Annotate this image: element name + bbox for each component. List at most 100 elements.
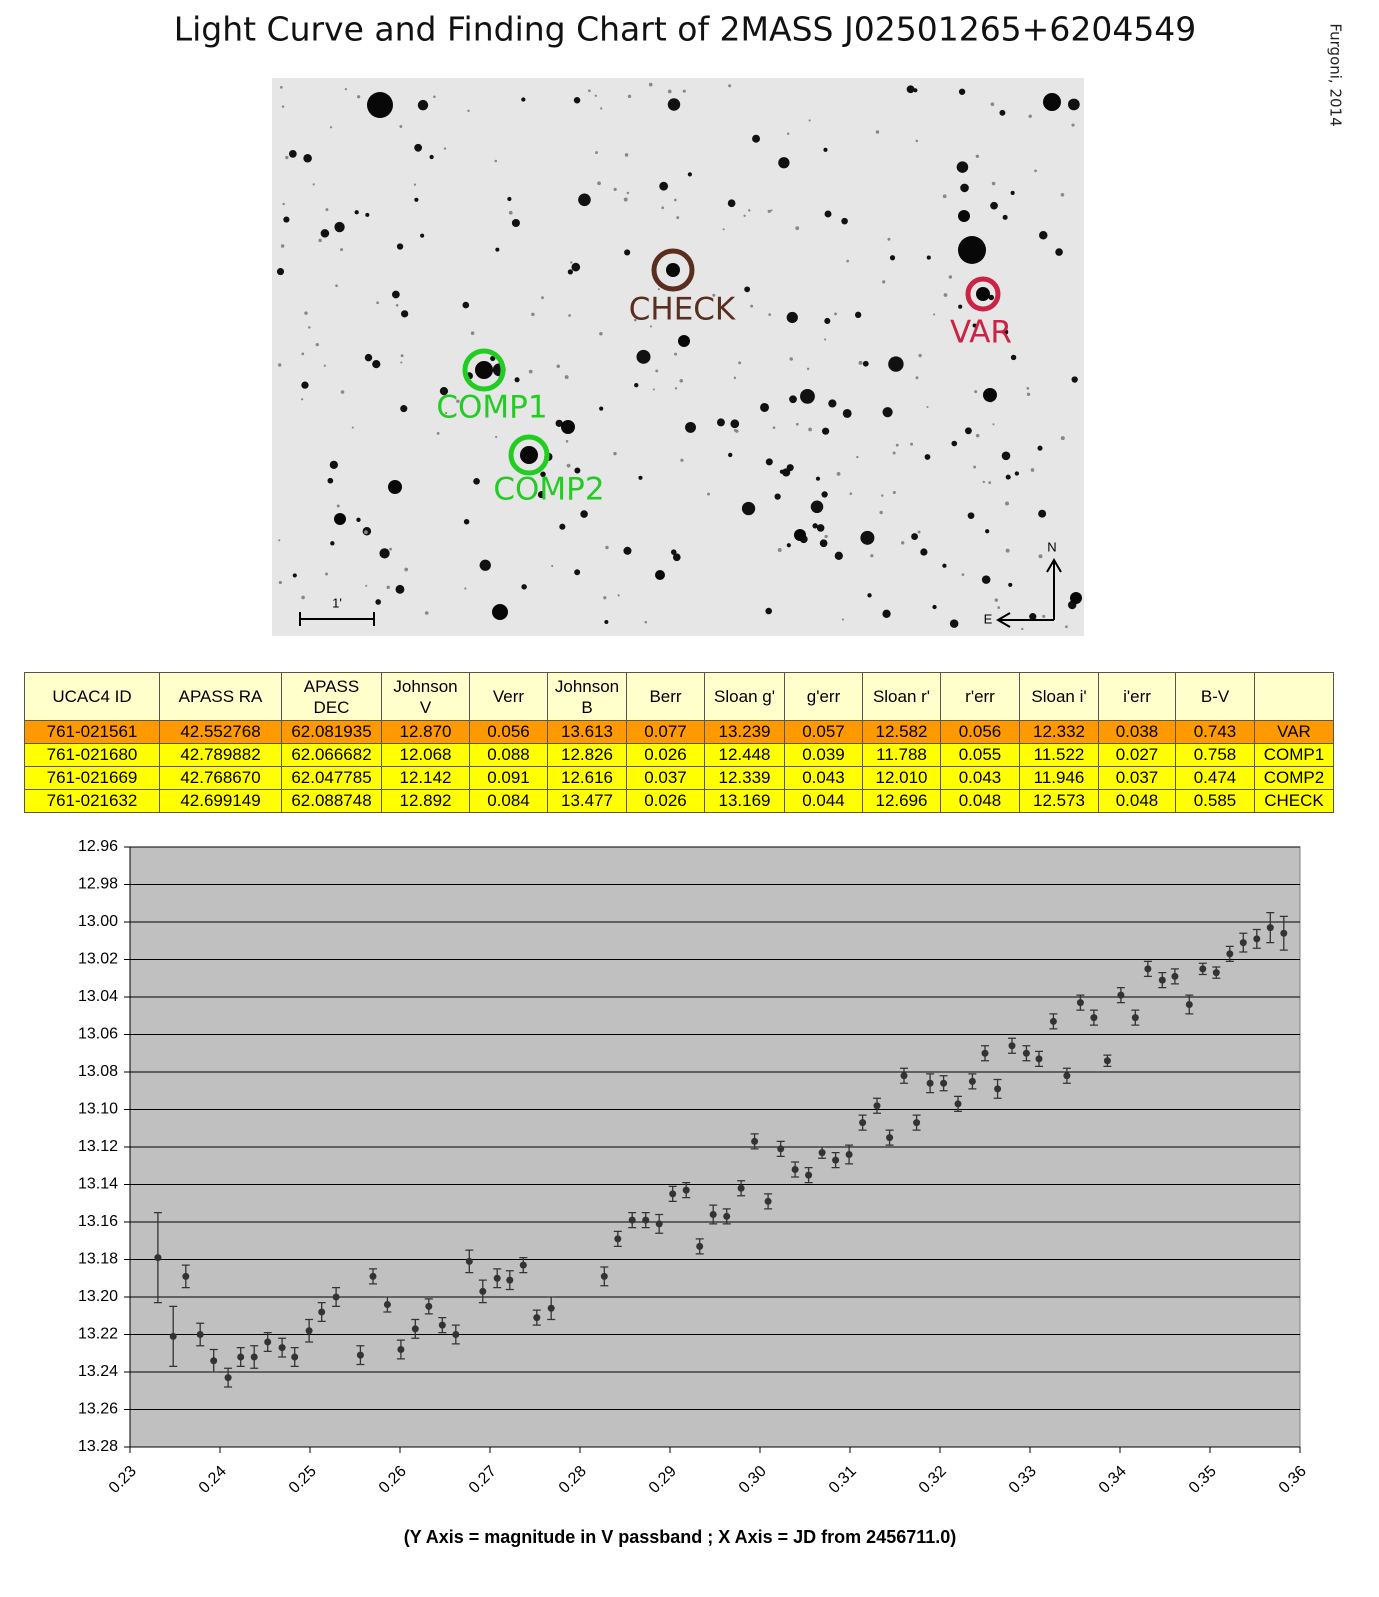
star bbox=[806, 367, 810, 371]
header-cell: Johnson V bbox=[381, 672, 470, 721]
star bbox=[789, 357, 793, 361]
x-tick-label: 0.36 bbox=[1276, 1463, 1310, 1497]
star bbox=[779, 469, 784, 474]
star bbox=[433, 95, 436, 99]
star bbox=[354, 210, 359, 215]
data-point bbox=[751, 1137, 759, 1145]
y-tick-label: 13.08 bbox=[78, 1063, 118, 1080]
star bbox=[794, 529, 806, 541]
star bbox=[372, 360, 381, 369]
star bbox=[728, 452, 733, 458]
star bbox=[521, 584, 527, 590]
star bbox=[750, 304, 754, 308]
table-cell: 761-021680 bbox=[24, 743, 160, 767]
star bbox=[808, 427, 812, 432]
star bbox=[1002, 329, 1009, 335]
y-tick-label: 13.12 bbox=[78, 1138, 118, 1155]
data-point bbox=[397, 1346, 405, 1353]
star bbox=[958, 304, 963, 309]
star bbox=[712, 293, 716, 297]
table-cell: 11.946 bbox=[1019, 766, 1099, 790]
data-point bbox=[805, 1171, 813, 1179]
data-point bbox=[1076, 999, 1084, 1007]
table-row: 761-021669 42.768670 62.047785 12.142 0.091 1… bbox=[24, 766, 1334, 790]
star bbox=[278, 539, 281, 542]
star bbox=[1005, 548, 1010, 553]
star bbox=[395, 584, 405, 594]
star bbox=[1070, 592, 1082, 604]
data-point bbox=[356, 1351, 364, 1359]
data-point bbox=[600, 1272, 608, 1280]
star bbox=[400, 405, 408, 413]
star bbox=[1039, 231, 1048, 240]
table-cell: 761-021669 bbox=[24, 766, 160, 790]
star bbox=[492, 604, 508, 620]
star bbox=[520, 446, 538, 464]
star bbox=[556, 364, 560, 368]
data-point bbox=[873, 1102, 881, 1110]
star bbox=[951, 440, 958, 447]
star bbox=[816, 524, 825, 532]
header-cell: Sloan g' bbox=[704, 672, 785, 721]
finding-chart: CHECK VAR COMP1 COMP2 1' N E bbox=[272, 78, 1084, 636]
star bbox=[597, 181, 601, 186]
star bbox=[634, 382, 639, 388]
star bbox=[875, 130, 880, 134]
header-text: Berr bbox=[649, 687, 682, 706]
data-point bbox=[533, 1314, 541, 1322]
star bbox=[344, 88, 348, 91]
table-cell: 12.068 bbox=[381, 743, 470, 767]
target-label: COMP2 bbox=[493, 472, 604, 508]
star bbox=[975, 154, 980, 159]
data-point bbox=[764, 1197, 772, 1205]
header-cell: g'err bbox=[784, 672, 863, 721]
star bbox=[571, 262, 581, 272]
star bbox=[958, 236, 986, 264]
star bbox=[841, 618, 845, 621]
data-point bbox=[1035, 1055, 1043, 1063]
table-cell: 0.044 bbox=[784, 789, 863, 813]
data-point bbox=[614, 1235, 622, 1243]
table-cell: 42.699149 bbox=[159, 789, 282, 813]
star bbox=[573, 96, 581, 104]
table-cell: 12.339 bbox=[704, 766, 785, 790]
star bbox=[808, 119, 811, 122]
star bbox=[568, 314, 571, 317]
star bbox=[828, 399, 837, 408]
table-cell: 12.826 bbox=[547, 743, 627, 767]
header-cell: APASS RA bbox=[159, 672, 282, 721]
star bbox=[1034, 169, 1037, 173]
star bbox=[634, 318, 637, 322]
star bbox=[490, 355, 496, 362]
x-tick-label: 0.23 bbox=[106, 1463, 140, 1497]
y-tick-label: 13.26 bbox=[78, 1401, 118, 1418]
compass bbox=[996, 558, 1062, 628]
star bbox=[340, 390, 345, 394]
star bbox=[707, 492, 711, 496]
data-point bbox=[332, 1293, 340, 1301]
star bbox=[624, 249, 631, 256]
table-cell: 0.077 bbox=[626, 720, 705, 744]
star bbox=[862, 360, 869, 367]
header-text: APASS RA bbox=[178, 687, 263, 706]
data-point bbox=[886, 1134, 894, 1142]
table-cell: 0.057 bbox=[784, 720, 863, 744]
target-label: COMP1 bbox=[436, 390, 547, 426]
table-cell: 0.026 bbox=[626, 789, 705, 813]
x-tick-label: 0.35 bbox=[1186, 1463, 1220, 1497]
star bbox=[623, 546, 632, 555]
star bbox=[943, 293, 948, 297]
table-cell: 0.091 bbox=[469, 766, 548, 790]
data-point bbox=[696, 1242, 704, 1250]
star bbox=[967, 512, 975, 520]
star bbox=[824, 338, 827, 341]
star bbox=[578, 193, 591, 207]
target-ring bbox=[508, 434, 550, 476]
star bbox=[1038, 509, 1047, 518]
data-point bbox=[264, 1338, 272, 1346]
data-point bbox=[1226, 950, 1234, 958]
star bbox=[752, 134, 761, 143]
star bbox=[933, 313, 936, 316]
star bbox=[330, 541, 335, 546]
